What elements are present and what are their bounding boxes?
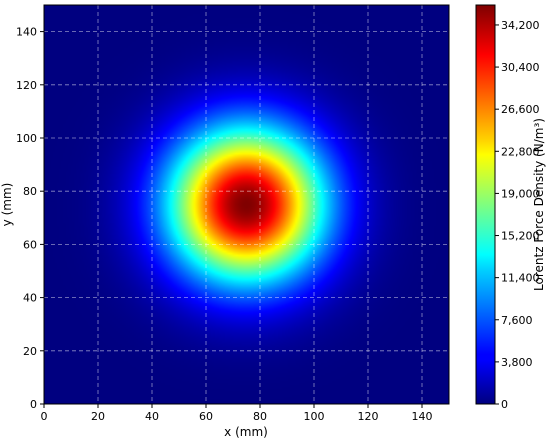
colorbar-ticks: 0 3,800 7,600 11,400 15,200 19,000 22,800 26,60…: [495, 19, 540, 411]
colorbar-gradient: [475, 4, 496, 405]
colorbar: 0 3,800 7,600 11,400 15,200 19,000 22,800 26,60…: [475, 4, 546, 411]
colorbar-tick-label: 7,600: [501, 314, 533, 327]
colorbar-tick-label: 30,400: [501, 61, 540, 74]
x-tick-label: 60: [199, 410, 213, 423]
grid-lines: [44, 5, 449, 404]
colorbar-tick-label: 34,200: [501, 19, 540, 32]
x-tick-label: 20: [91, 410, 105, 423]
x-tick-label: 100: [304, 410, 325, 423]
x-tick-label: 40: [145, 410, 159, 423]
colorbar-tick-label: 22,800: [501, 145, 540, 158]
colorbar-tick-label: 0: [501, 398, 508, 411]
x-tick-label: 120: [358, 410, 379, 423]
y-axis-label: y (mm): [0, 183, 14, 227]
heatmap-area: [43, 4, 450, 405]
heatmap-image: [44, 5, 449, 404]
y-tick-label: 60: [23, 238, 37, 251]
colorbar-tick-label: 19,000: [501, 187, 540, 200]
x-tick-label: 0: [41, 410, 48, 423]
y-tick-label: 100: [16, 132, 37, 145]
colorbar-tick-label: 11,400: [501, 272, 540, 285]
colorbar-label: Lorentz Force Density (N/m³): [532, 118, 546, 291]
y-tick-label: 20: [23, 345, 37, 358]
y-tick-label: 0: [30, 398, 37, 411]
colorbar-tick-label: 3,800: [501, 356, 533, 369]
y-tick-label: 120: [16, 79, 37, 92]
colorbar-tick-label: 15,200: [501, 230, 540, 243]
x-tick-label: 140: [412, 410, 433, 423]
y-axis: 0 20 40 60 80 100 120 140: [16, 26, 44, 411]
x-axis-label: x (mm): [224, 425, 268, 439]
x-axis: 0 20 40 60 80 100 120 140: [41, 404, 433, 423]
x-tick-label: 80: [253, 410, 267, 423]
plot-frame: [43, 4, 450, 405]
y-tick-label: 140: [16, 26, 37, 39]
y-tick-label: 80: [23, 185, 37, 198]
colorbar-tick-label: 26,600: [501, 103, 540, 116]
y-tick-label: 40: [23, 292, 37, 305]
